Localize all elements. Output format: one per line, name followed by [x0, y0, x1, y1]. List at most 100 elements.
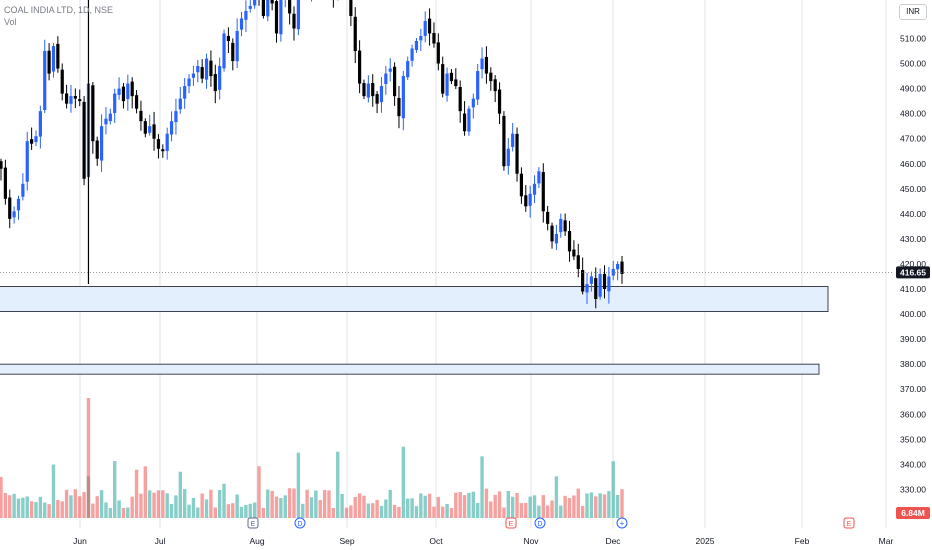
- volume-bar-122: [532, 495, 537, 518]
- candle-113: [493, 75, 497, 103]
- volume-bar-32: [139, 493, 143, 518]
- volume-bar-72: [314, 490, 318, 518]
- y-tick-label: 400.00: [900, 309, 926, 319]
- volume-bar-48: [209, 489, 213, 518]
- candle-40: [174, 98, 178, 135]
- volume-bar-65: [283, 495, 287, 518]
- candle-5: [21, 173, 25, 201]
- event-dividend-1: D: [294, 517, 306, 529]
- candle-68: [296, 0, 300, 36]
- x-tick-label: 2025: [696, 536, 715, 546]
- volume-bar-112: [489, 501, 493, 518]
- volume-bar-130: [567, 498, 572, 518]
- volume-bar-87: [379, 505, 384, 518]
- candle-7: [30, 127, 34, 150]
- candle-48: [209, 50, 213, 87]
- volume-bar-3: [12, 493, 16, 518]
- candle-22: [95, 136, 99, 166]
- candle-99: [432, 22, 436, 48]
- candle-45: [196, 59, 200, 83]
- candle-88: [384, 66, 388, 95]
- time-axis[interactable]: Jun Jul Aug Sep Oct Nov Dec 2025 Feb Mar: [73, 536, 893, 546]
- candle-27: [117, 77, 121, 100]
- volume-bar-58: [252, 502, 257, 518]
- volume-bar-0: [0, 476, 3, 518]
- event-dividend-3: D: [534, 517, 546, 529]
- volume-bar-97: [423, 495, 427, 518]
- y-tick-label: 330.00: [900, 484, 926, 494]
- volume-bar-96: [419, 493, 423, 518]
- candle-117: [511, 123, 515, 152]
- candle-2: [8, 189, 12, 229]
- currency-button[interactable]: INR: [899, 4, 927, 20]
- volume-bar-57: [248, 503, 252, 518]
- volume-bar-24: [104, 502, 108, 518]
- candle-31: [134, 90, 139, 114]
- volume-bar-34: [147, 490, 152, 518]
- volume-bar-76: [331, 507, 336, 518]
- candle-126: [550, 222, 554, 249]
- candle-118: [515, 127, 519, 182]
- candle-115: [502, 111, 506, 171]
- volume-bar-29: [126, 507, 130, 518]
- volume-bar-129: [563, 495, 567, 518]
- support-zones[interactable]: [0, 286, 829, 375]
- candle-130: [567, 220, 572, 262]
- y-tick-label: 500.00: [900, 59, 926, 69]
- volume-bar-114: [497, 491, 502, 518]
- event-earnings-0: E: [247, 517, 259, 529]
- volume-bar-105: [458, 492, 462, 518]
- candle-97: [423, 11, 427, 43]
- price-axis[interactable]: 330.00 340.00 350.00 360.00 370.00 380.00 390.…: [896, 34, 930, 520]
- volume-bar-80: [349, 505, 353, 518]
- grid-lines: [79, 0, 887, 528]
- volume-bar-5: [21, 497, 25, 518]
- candle-54: [235, 18, 239, 69]
- volume-bar-35: [152, 492, 156, 518]
- volume-bar-55: [239, 506, 244, 518]
- volume-bar-103: [449, 507, 454, 518]
- volume-bar-70: [305, 489, 309, 518]
- svg-text:E: E: [251, 521, 256, 528]
- candle-108: [471, 93, 475, 119]
- candlesticks: [0, 0, 624, 309]
- volume-legend[interactable]: Vol: [4, 17, 17, 27]
- candle-4: [16, 195, 21, 220]
- volume-bar-101: [440, 506, 445, 518]
- candle-13: [56, 36, 60, 73]
- event-markers[interactable]: E D E D E +: [247, 517, 855, 529]
- candle-105: [458, 80, 462, 123]
- candle-37: [161, 144, 165, 158]
- volume-bar-36: [156, 490, 161, 518]
- volume-bar-125: [545, 505, 550, 518]
- candle-50: [218, 57, 222, 100]
- volume-bar-8: [34, 502, 38, 518]
- candle-30: [130, 77, 134, 109]
- candle-9: [38, 105, 42, 149]
- volume-bar-109: [475, 502, 480, 518]
- x-tick-label: Sep: [339, 536, 354, 546]
- volume-bar-39: [169, 504, 174, 518]
- candle-127: [554, 225, 559, 251]
- candle-107: [467, 105, 471, 136]
- candle-87: [379, 76, 384, 113]
- candle-29: [126, 74, 130, 111]
- symbol-title[interactable]: COAL INDIA LTD, 1D, NSE: [4, 5, 114, 15]
- volume-bars: [0, 398, 624, 518]
- volume-bar-64: [279, 498, 283, 518]
- last-price-tag: 416.65: [896, 266, 930, 279]
- volume-bar-28: [121, 507, 126, 518]
- candle-28: [121, 82, 126, 109]
- y-tick-label: 440.00: [900, 209, 926, 219]
- candle-43: [187, 74, 191, 94]
- volume-bar-137: [598, 493, 602, 518]
- volume-bar-45: [196, 507, 200, 518]
- candle-111: [484, 46, 489, 84]
- y-tick-label: 380.00: [900, 359, 926, 369]
- candle-125: [546, 205, 550, 231]
- volume-bar-132: [576, 488, 580, 518]
- volume-bar-128: [559, 505, 563, 518]
- volume-bar-94: [410, 498, 414, 518]
- last-volume-tag: 6.84M: [896, 507, 930, 519]
